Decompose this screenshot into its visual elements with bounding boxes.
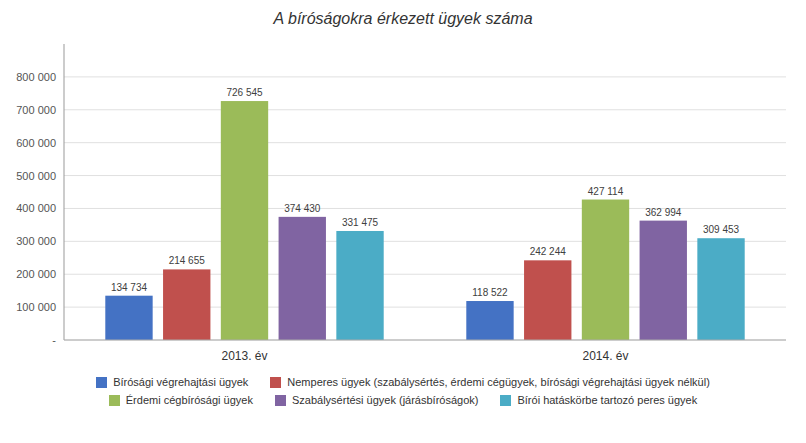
chart: A bíróságokra érkezett ügyek száma - 100 0… <box>0 0 806 372</box>
title: A bíróságokra érkezett ügyek száma <box>272 10 532 27</box>
legend-label: Érdemi cégbírósági ügyek <box>126 394 253 406</box>
grid-line <box>64 109 786 110</box>
grid-line <box>64 340 786 341</box>
y-tick-label: 800 000 <box>16 71 56 83</box>
y-tick-label: 500 000 <box>16 170 56 182</box>
data-label: 118 522 <box>472 287 508 298</box>
grid-line <box>64 175 786 176</box>
data-label: 214 655 <box>169 255 206 266</box>
legend-swatch <box>96 377 107 388</box>
bar <box>697 238 744 340</box>
bar <box>279 217 326 340</box>
y-tick-label: 700 000 <box>16 104 56 116</box>
y-tick-label: 400 000 <box>16 202 56 214</box>
bars <box>105 101 744 340</box>
data-labels: 134 734 214 655 726 545 374 430 331 475 118 5… <box>111 87 740 298</box>
y-tick-label: 100 000 <box>16 301 56 313</box>
y-tick-label: 300 000 <box>16 235 56 247</box>
legend-item: Nemperes ügyek (szabálysértés, érdemi cé… <box>270 376 710 388</box>
grid-line <box>64 142 786 143</box>
data-label: 242 244 <box>530 246 567 257</box>
data-label: 362 994 <box>645 207 682 218</box>
legend-item: Bírói hatáskörbe tartozó peres ügyek <box>500 394 697 406</box>
bar <box>163 269 210 340</box>
legend-label: Bírói hatáskörbe tartozó peres ügyek <box>517 394 697 406</box>
x-axis-line <box>64 340 786 341</box>
bar <box>466 301 513 340</box>
legend-item: Bírósági végrehajtási ügyek <box>96 376 248 388</box>
y-axis-line <box>64 44 65 340</box>
bar <box>336 231 383 340</box>
x-tick-label: 2014. év <box>582 349 628 363</box>
x-tick-label: 2013. év <box>221 349 267 363</box>
grid-line <box>64 76 786 77</box>
bar <box>105 296 152 340</box>
legend-swatch <box>109 395 120 406</box>
data-label: 726 545 <box>226 87 263 98</box>
bar <box>221 101 268 340</box>
bar <box>640 221 687 340</box>
legend-swatch <box>275 395 286 406</box>
y-tick-label: - <box>52 334 56 346</box>
legend-item: Érdemi cégbírósági ügyek <box>109 394 253 406</box>
legend-item: Szabálysértési ügyek (járásbíróságok) <box>275 394 478 406</box>
legend-label: Szabálysértési ügyek (járásbíróságok) <box>292 394 478 406</box>
data-label: 309 453 <box>703 224 740 235</box>
legend-swatch <box>270 377 281 388</box>
legend-swatch <box>500 395 511 406</box>
data-label: 331 475 <box>342 217 379 228</box>
legend-label: Bírósági végrehajtási ügyek <box>113 376 248 388</box>
data-label: 374 430 <box>284 203 321 214</box>
bar <box>524 260 571 340</box>
data-label: 427 114 <box>588 186 624 197</box>
y-tick-label: 600 000 <box>16 137 56 149</box>
legend-label: Nemperes ügyek (szabálysértés, érdemi cé… <box>287 376 710 388</box>
y-tick-label: 200 000 <box>16 268 56 280</box>
bar <box>582 200 629 340</box>
legend: Bírósági végrehajtási ügyek Nemperes ügye… <box>0 372 806 406</box>
data-label: 134 734 <box>111 282 148 293</box>
